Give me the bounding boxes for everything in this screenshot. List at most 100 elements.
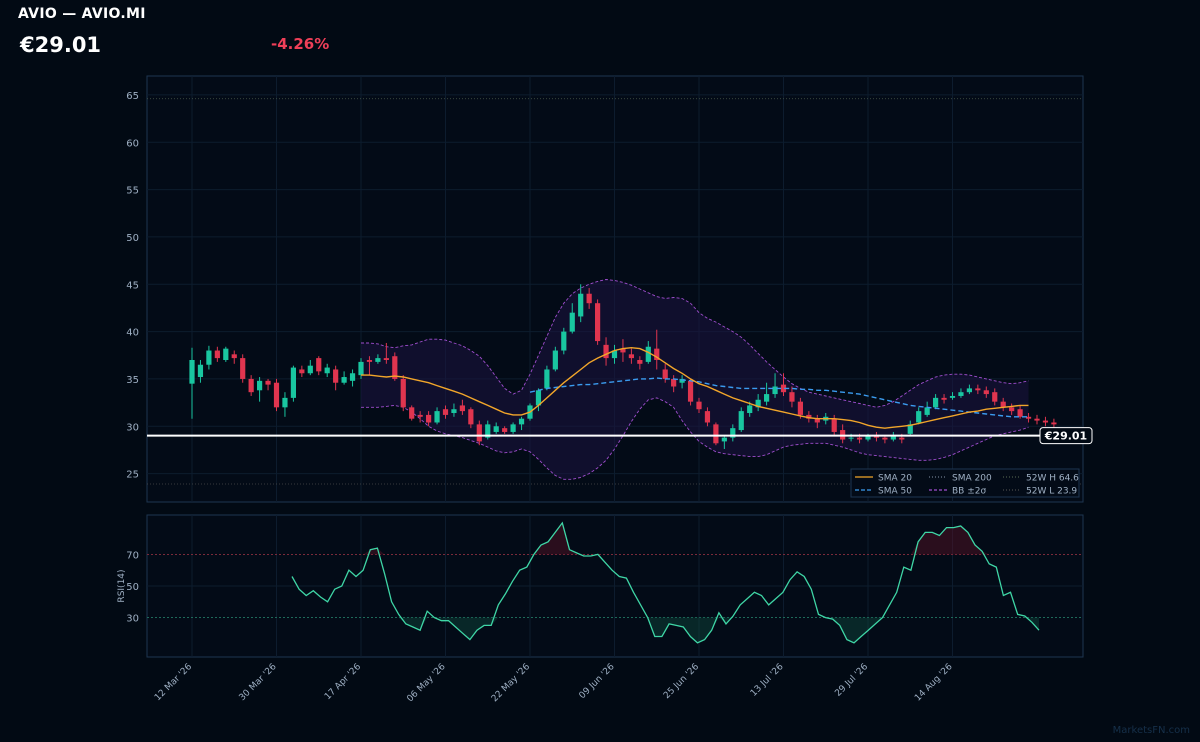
candle bbox=[426, 411, 432, 427]
candle bbox=[324, 363, 330, 378]
x-tick-label: 17 Apr '26 bbox=[323, 662, 363, 702]
candle bbox=[366, 356, 373, 376]
rsi-oversold-fill bbox=[825, 617, 883, 643]
candle bbox=[273, 378, 280, 412]
candle bbox=[620, 339, 626, 362]
candle-body bbox=[628, 354, 634, 359]
candle bbox=[755, 394, 761, 412]
candle bbox=[628, 348, 634, 364]
candle bbox=[696, 397, 702, 414]
candle-body bbox=[273, 382, 280, 408]
price-tick-label: 30 bbox=[126, 422, 139, 433]
candle bbox=[561, 327, 567, 355]
candle-body bbox=[865, 435, 871, 440]
candle bbox=[873, 431, 880, 442]
candle-body bbox=[713, 424, 719, 444]
candle-body bbox=[518, 418, 525, 425]
candle bbox=[265, 378, 271, 391]
candle-body bbox=[637, 360, 643, 364]
candle-body bbox=[569, 312, 575, 332]
candle-body bbox=[806, 414, 812, 419]
candle-body bbox=[856, 437, 863, 440]
sma50-line bbox=[529, 377, 1029, 418]
candle bbox=[1009, 403, 1015, 415]
candle bbox=[738, 407, 744, 432]
candle bbox=[924, 401, 930, 417]
candle bbox=[637, 356, 643, 370]
candle-body bbox=[933, 397, 939, 408]
candle bbox=[595, 299, 601, 345]
candle-body bbox=[502, 428, 508, 432]
candle-body bbox=[704, 411, 711, 423]
candle bbox=[992, 388, 998, 406]
candle-body bbox=[197, 364, 204, 378]
bollinger-lower-line bbox=[361, 397, 1029, 480]
candle-body bbox=[611, 350, 618, 359]
x-tick-label: 22 May '26 bbox=[490, 662, 532, 704]
candle-body bbox=[654, 348, 660, 360]
candle bbox=[544, 365, 550, 391]
candle-body bbox=[561, 331, 567, 351]
candle bbox=[417, 411, 423, 423]
price-tick-label: 55 bbox=[126, 186, 139, 197]
legend-label-sma20: SMA 20 bbox=[878, 474, 912, 484]
candle-body bbox=[992, 392, 998, 402]
candle-body bbox=[755, 399, 761, 408]
candle-body bbox=[603, 344, 609, 359]
candle-body bbox=[485, 424, 491, 438]
candle bbox=[333, 365, 339, 391]
candle-body bbox=[223, 348, 229, 360]
candle-body bbox=[1017, 409, 1023, 417]
candle-body bbox=[231, 354, 237, 359]
rsi-line bbox=[291, 521, 1040, 644]
candle-body bbox=[696, 401, 702, 410]
candle-body bbox=[662, 369, 668, 379]
candle bbox=[687, 378, 694, 406]
candle-body bbox=[873, 435, 880, 438]
candle bbox=[704, 407, 711, 427]
candle bbox=[721, 435, 727, 449]
candle-body bbox=[916, 411, 922, 423]
candle-body bbox=[552, 350, 558, 370]
price-change: -4.26% bbox=[271, 35, 330, 53]
candle-body bbox=[468, 409, 474, 425]
candle-body bbox=[907, 424, 913, 434]
candle bbox=[1042, 416, 1049, 427]
rsi-panel: 30 50 70 RSI(14) bbox=[117, 514, 1084, 658]
candle-body bbox=[764, 394, 770, 402]
x-tick-label: 30 Mar '26 bbox=[238, 662, 279, 703]
candle-body bbox=[595, 303, 601, 342]
candle bbox=[459, 399, 465, 415]
candle-body bbox=[797, 401, 803, 415]
candle-body bbox=[1009, 407, 1015, 412]
candle bbox=[730, 424, 736, 442]
rsi-tick-label: 30 bbox=[126, 614, 139, 625]
candle bbox=[882, 435, 888, 444]
candle-body bbox=[958, 392, 964, 396]
candle-body bbox=[789, 392, 795, 402]
candle bbox=[552, 346, 558, 372]
candle bbox=[764, 382, 770, 406]
candle-body bbox=[730, 428, 736, 438]
candle bbox=[907, 420, 913, 436]
price-tick-label: 25 bbox=[126, 470, 139, 481]
candle bbox=[916, 407, 922, 425]
candle-body bbox=[240, 358, 246, 379]
candle bbox=[451, 403, 457, 417]
candle bbox=[1034, 414, 1040, 425]
x-tick-label: 12 Mar '26 bbox=[153, 662, 194, 703]
candle bbox=[375, 354, 381, 364]
x-tick-label: 25 Jun '26 bbox=[662, 662, 701, 701]
candle-body bbox=[882, 437, 888, 440]
candle bbox=[189, 347, 195, 419]
candle-body bbox=[645, 346, 651, 362]
candle-body bbox=[341, 377, 347, 383]
candle bbox=[510, 422, 516, 434]
candle-body bbox=[442, 409, 449, 415]
bollinger-upper-line bbox=[361, 279, 1029, 408]
candle-body bbox=[899, 437, 905, 440]
rsi-oversold-fill bbox=[398, 617, 428, 631]
rsi-tick-label: 50 bbox=[126, 582, 139, 593]
candle-body bbox=[721, 437, 727, 442]
candle bbox=[975, 384, 981, 395]
